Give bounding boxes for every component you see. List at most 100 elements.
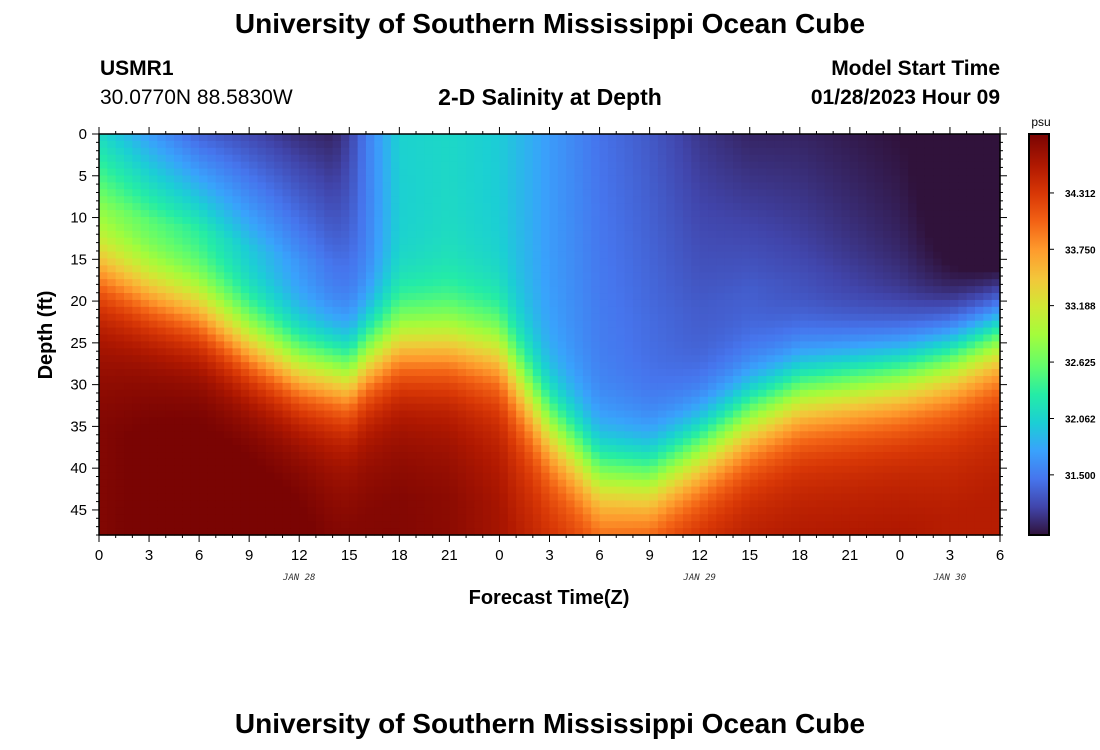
heatmap-cell <box>265 306 275 315</box>
heatmap-cell <box>474 334 484 343</box>
heatmap-cell <box>591 293 601 301</box>
heatmap-cell <box>749 244 759 253</box>
heatmap-cell <box>140 210 150 218</box>
heatmap-cell <box>407 493 417 502</box>
heatmap-cell <box>282 341 292 349</box>
heatmap-cell <box>749 182 759 190</box>
heatmap-cell <box>224 189 234 197</box>
heatmap-cell <box>290 223 300 232</box>
heatmap-cell <box>566 369 576 377</box>
heatmap-cell <box>649 175 659 183</box>
heatmap-cell <box>774 147 784 156</box>
heatmap-cell <box>240 389 250 398</box>
heatmap-cell <box>766 237 776 246</box>
heatmap-cell <box>249 348 259 356</box>
heatmap-cell <box>499 258 509 266</box>
heatmap-cell <box>532 244 542 253</box>
heatmap-cell <box>365 362 375 370</box>
heatmap-cell <box>365 382 375 391</box>
heatmap-cell <box>374 424 384 432</box>
heatmap-cell <box>349 327 359 336</box>
heatmap-cell <box>482 528 492 536</box>
heatmap-cell <box>215 161 225 170</box>
heatmap-cell <box>432 320 442 329</box>
heatmap-cell <box>457 210 467 218</box>
heatmap-cell <box>657 486 667 495</box>
heatmap-cell <box>432 327 442 336</box>
heatmap-cell <box>232 445 242 453</box>
heatmap-cell <box>591 286 601 294</box>
heatmap-cell <box>390 223 400 232</box>
heatmap-cell <box>407 355 417 363</box>
heatmap-cell <box>724 265 734 273</box>
heatmap-cell <box>799 341 809 349</box>
heatmap-cell <box>399 327 409 336</box>
heatmap-cell <box>282 348 292 356</box>
heatmap-cell <box>441 375 450 384</box>
heatmap-cell <box>482 465 492 474</box>
heatmap-cell <box>449 313 459 322</box>
heatmap-cell <box>758 362 767 370</box>
heatmap-cell <box>482 493 492 502</box>
heatmap-cell <box>224 403 234 412</box>
heatmap-cell <box>624 237 634 246</box>
heatmap-cell <box>132 216 142 225</box>
heatmap-cell <box>591 320 601 329</box>
heatmap-cell <box>224 134 234 142</box>
heatmap-cell <box>749 445 759 453</box>
heatmap-cell <box>557 500 567 508</box>
heatmap-cell <box>149 472 158 481</box>
heatmap-cell <box>249 424 259 432</box>
heatmap-cell <box>374 369 384 377</box>
heatmap-cell <box>257 528 267 536</box>
heatmap-cell <box>99 265 108 273</box>
heatmap-cell <box>466 417 476 425</box>
heatmap-cell <box>491 210 501 218</box>
heatmap-cell <box>791 196 801 204</box>
heatmap-cell <box>741 493 751 502</box>
heatmap-cell <box>107 272 117 280</box>
heatmap-cell <box>149 196 158 204</box>
heatmap-cell <box>457 223 467 232</box>
heatmap-cell <box>199 431 209 439</box>
heatmap-cell <box>566 452 576 460</box>
heatmap-cell <box>482 403 492 412</box>
heatmap-cell <box>541 465 551 474</box>
heatmap-cell <box>708 230 717 239</box>
heatmap-cell <box>132 493 142 502</box>
heatmap-cell <box>115 445 125 453</box>
heatmap-cell <box>107 168 117 177</box>
heatmap-cell <box>724 216 734 225</box>
heatmap-cell <box>574 210 584 218</box>
heatmap-cell <box>783 279 793 287</box>
heatmap-cell <box>682 210 692 218</box>
heatmap-cell <box>340 306 350 315</box>
heatmap-cell <box>632 410 642 419</box>
heatmap-cell <box>557 265 567 273</box>
heatmap-cell <box>699 445 709 453</box>
heatmap-cell <box>132 355 142 363</box>
heatmap-cell <box>424 140 434 149</box>
heatmap-cell <box>174 465 184 474</box>
heatmap-cell <box>641 140 651 149</box>
heatmap-cell <box>591 341 601 349</box>
heatmap-cell <box>274 203 284 211</box>
heatmap-cell <box>691 417 701 425</box>
heatmap-cell <box>174 458 184 467</box>
heatmap-cell <box>616 286 626 294</box>
heatmap-cell <box>524 258 534 266</box>
heatmap-cell <box>716 258 726 266</box>
heatmap-cell <box>274 175 284 183</box>
heatmap-cell <box>157 403 167 412</box>
heatmap-cell <box>549 216 559 225</box>
heatmap-cell <box>766 210 776 218</box>
heatmap-cell <box>657 438 667 446</box>
heatmap-cell <box>774 216 784 225</box>
heatmap-cell <box>382 389 392 398</box>
heatmap-cell <box>632 140 642 149</box>
heatmap-cell <box>541 424 551 432</box>
heatmap-cell <box>257 410 267 419</box>
heatmap-cell <box>424 210 434 218</box>
heatmap-cell <box>165 286 175 294</box>
heatmap-cell <box>224 293 234 301</box>
